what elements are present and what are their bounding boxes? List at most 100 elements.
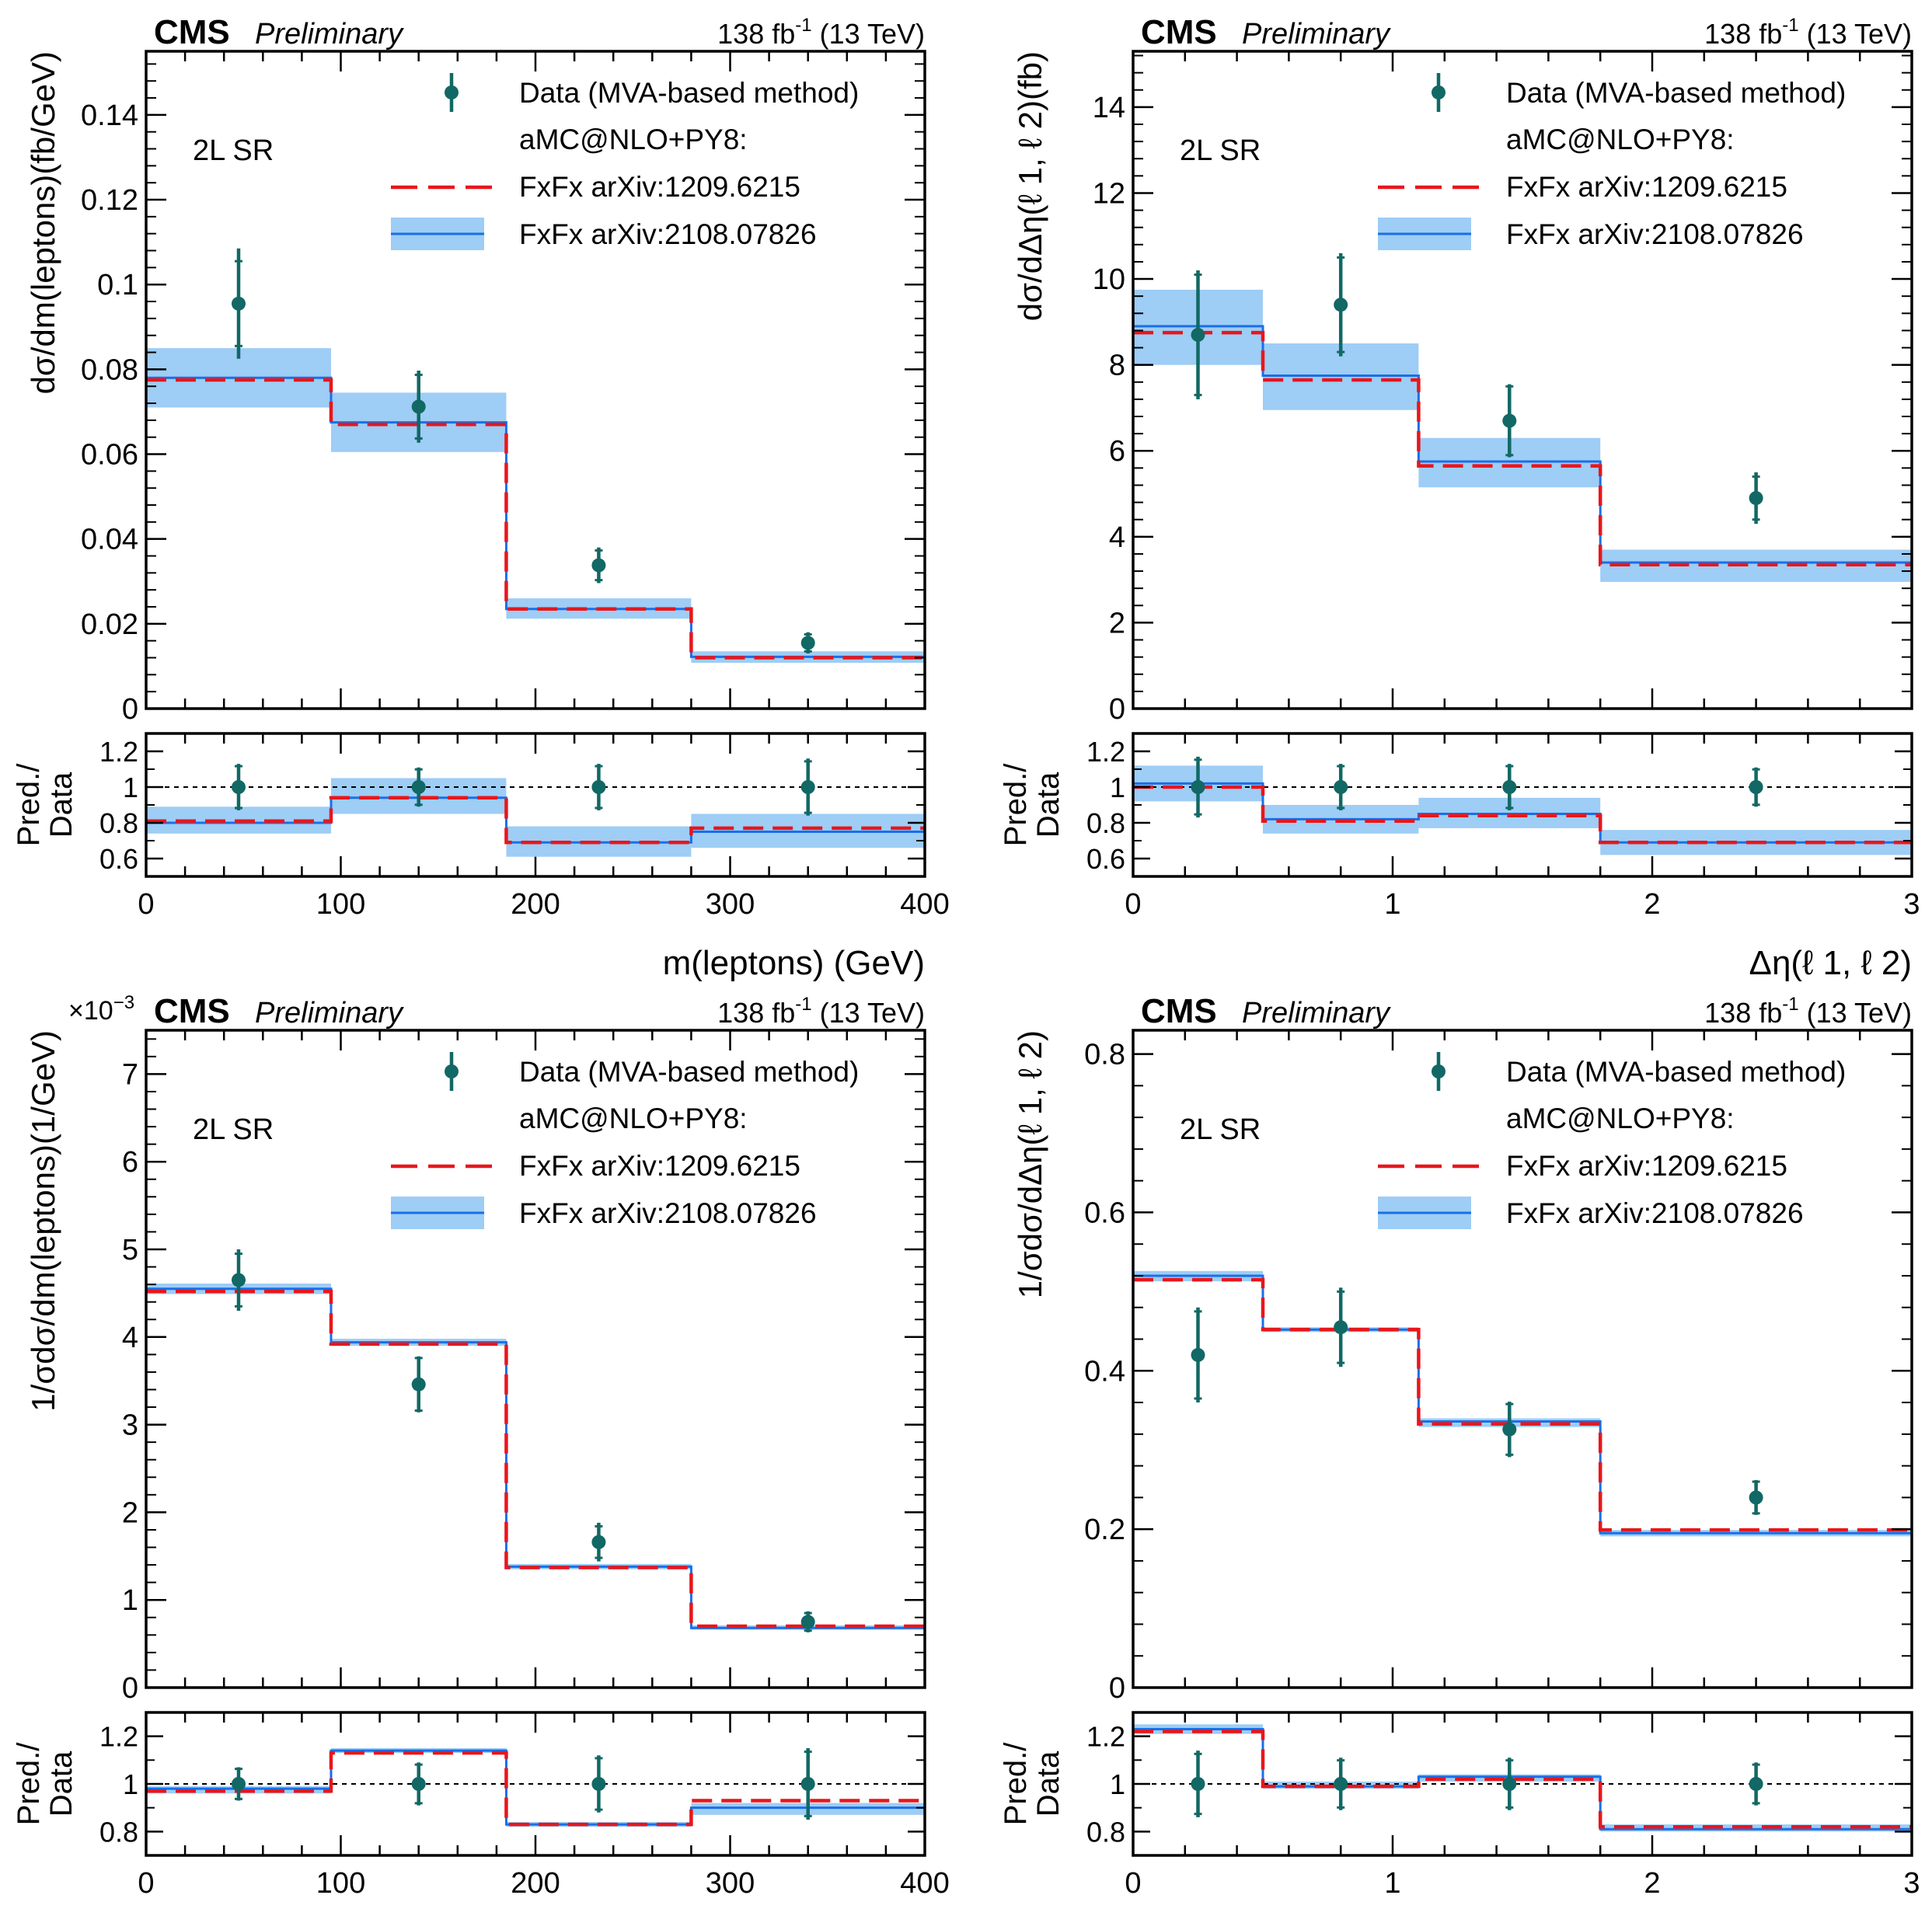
- legend-header: aMC@NLO+PY8:: [519, 124, 748, 155]
- data-point: [591, 558, 606, 573]
- ratio-plot-area: [1133, 756, 1912, 855]
- y-tick-label: 2: [122, 1496, 138, 1529]
- ratio-y-title-line1: Pred./: [12, 763, 46, 847]
- y-axis-title: 1/σdσ/dm(leptons)(1/GeV): [25, 1030, 61, 1412]
- lumi-label: 138 fb-1 (13 TeV): [1704, 994, 1912, 1029]
- y-tick-label: 4: [122, 1322, 138, 1354]
- ratio-point: [1749, 1777, 1763, 1791]
- ratio-point: [591, 780, 606, 794]
- data-point: [591, 1535, 606, 1549]
- x-axis-title: m(leptons) (GeV): [663, 944, 925, 982]
- y-tick-label: 3: [122, 1409, 138, 1442]
- legend-header: aMC@NLO+PY8:: [519, 1103, 748, 1134]
- x-tick-label: 3: [1903, 1867, 1920, 1900]
- ratio-point: [1191, 780, 1205, 794]
- ratio-y-tick-label: 0.8: [99, 1816, 138, 1848]
- data-point: [1502, 413, 1517, 428]
- x-tick-label: 100: [316, 888, 365, 921]
- ratio-y-title-line2: Data: [1031, 1751, 1065, 1817]
- cms-label: CMS: [154, 13, 230, 51]
- x-tick-label: 2: [1644, 1867, 1660, 1900]
- x-tick-label: 3: [1903, 888, 1920, 921]
- y-axis-title: dσ/dΔη(ℓ 1, ℓ 2)(fb): [1012, 51, 1048, 321]
- data-point: [1749, 491, 1763, 506]
- x-axis-title: Δη(ℓ 1, ℓ 2): [1749, 944, 1912, 982]
- data-point: [411, 399, 426, 414]
- ratio-model-a-line: [146, 1751, 925, 1827]
- ratio-y-tick-label: 1: [1110, 1768, 1125, 1800]
- legend-data-marker: [445, 85, 459, 99]
- data-point: [1334, 298, 1348, 312]
- legend-model-b-label: FxFx arXiv:2108.07826: [519, 1197, 817, 1229]
- data-point: [800, 636, 815, 650]
- legend-header: aMC@NLO+PY8:: [1506, 1103, 1735, 1134]
- ratio-y-title-line2: Data: [44, 772, 78, 838]
- preliminary-label: Preliminary: [1242, 18, 1391, 51]
- ratio-point: [231, 780, 246, 794]
- legend-data-marker: [445, 1064, 459, 1078]
- lumi-label: 138 fb-1 (13 TeV): [717, 15, 925, 50]
- ratio-y-tick-label: 1: [123, 1768, 138, 1800]
- ratio-band-bin: [1600, 1824, 1912, 1832]
- chart-panel-top-left: 0 0.02 0.04 0.06 0.08 0.1 0.12 0.14 CMS Prelimina…: [12, 13, 950, 982]
- x-tick-label: 1: [1384, 888, 1400, 921]
- ratio-point: [591, 1777, 606, 1791]
- legend-model-a-label: FxFx arXiv:1209.6215: [519, 1150, 800, 1182]
- ratio-point: [231, 1777, 246, 1791]
- x-tick-label: 100: [316, 1867, 365, 1900]
- cms-label: CMS: [1141, 13, 1217, 51]
- y-tick-label: 6: [122, 1146, 138, 1179]
- legend-data-marker: [1432, 85, 1446, 99]
- y-tick-label: 6: [1109, 435, 1125, 468]
- legend-data-label: Data (MVA-based method): [1506, 77, 1846, 109]
- y-tick-label: 2: [1109, 607, 1125, 639]
- y-tick-label: 0.4: [1084, 1355, 1125, 1388]
- y-tick-label: 4: [1109, 521, 1125, 554]
- ratio-plot-area: [146, 1748, 925, 1827]
- lumi-label: 138 fb-1 (13 TeV): [1704, 15, 1912, 50]
- ratio-y-tick-label: 0.8: [99, 807, 138, 839]
- ratio-point: [1334, 780, 1348, 794]
- model-b-line: [146, 1287, 925, 1629]
- y-tick-label: 0.1: [97, 269, 138, 301]
- chart-panel-bottom-left: 0 1 2 3 4 5 6 7 CMS Preliminary 138 fb-1 (13 TeV) ×…: [12, 992, 950, 1900]
- ratio-y-title-line1: Pred./: [999, 763, 1033, 847]
- data-point: [231, 1273, 246, 1287]
- ratio-point: [411, 1777, 426, 1791]
- ratio-point: [411, 780, 426, 794]
- x-tick-label: 400: [900, 888, 949, 921]
- legend-model-b-label: FxFx arXiv:2108.07826: [1506, 218, 1804, 250]
- ratio-y-tick-label: 1: [123, 772, 138, 803]
- x-tick-label: 0: [138, 1867, 154, 1900]
- chart-panel-bottom-right: 0 0.2 0.4 0.6 0.8 CMS Preliminary 138 fb-1 (13 …: [999, 992, 1920, 1900]
- x-tick-label: 300: [706, 1867, 755, 1900]
- legend-model-b-label: FxFx arXiv:2108.07826: [1506, 1197, 1804, 1229]
- y-tick-label: 0: [1109, 693, 1125, 726]
- y-tick-label: 0.14: [81, 99, 138, 132]
- model-a-line: [1133, 330, 1912, 567]
- main-plot-area: [1133, 1270, 1912, 1537]
- y-exponent-label: ×10−3: [68, 992, 134, 1026]
- ratio-y-tick-label: 1.2: [1086, 1721, 1125, 1753]
- ratio-y-tick-label: 0.6: [1086, 843, 1125, 875]
- ratio-point: [1334, 1777, 1348, 1791]
- ratio-y-title-line2: Data: [44, 1751, 78, 1817]
- ratio-point: [800, 1777, 815, 1791]
- ratio-plot-area: [1133, 1724, 1912, 1832]
- legend-model-a-label: FxFx arXiv:1209.6215: [519, 171, 800, 203]
- main-plot-area: [146, 1249, 925, 1632]
- ratio-y-title-line1: Pred./: [999, 1742, 1033, 1826]
- ratio-point: [1502, 1777, 1517, 1791]
- model-a-line: [146, 1289, 925, 1629]
- model-b-line: [1133, 1274, 1912, 1535]
- y-tick-label: 5: [122, 1234, 138, 1266]
- y-tick-label: 0.04: [81, 524, 138, 556]
- ratio-model-a-line: [1133, 785, 1912, 845]
- main-plot-area: [1133, 253, 1912, 582]
- x-tick-label: 200: [511, 1867, 560, 1900]
- data-point: [411, 1377, 426, 1392]
- y-tick-label: 14: [1093, 92, 1125, 124]
- data-point: [1191, 327, 1205, 342]
- y-tick-label: 10: [1093, 263, 1125, 296]
- ratio-model-a-line: [146, 796, 925, 845]
